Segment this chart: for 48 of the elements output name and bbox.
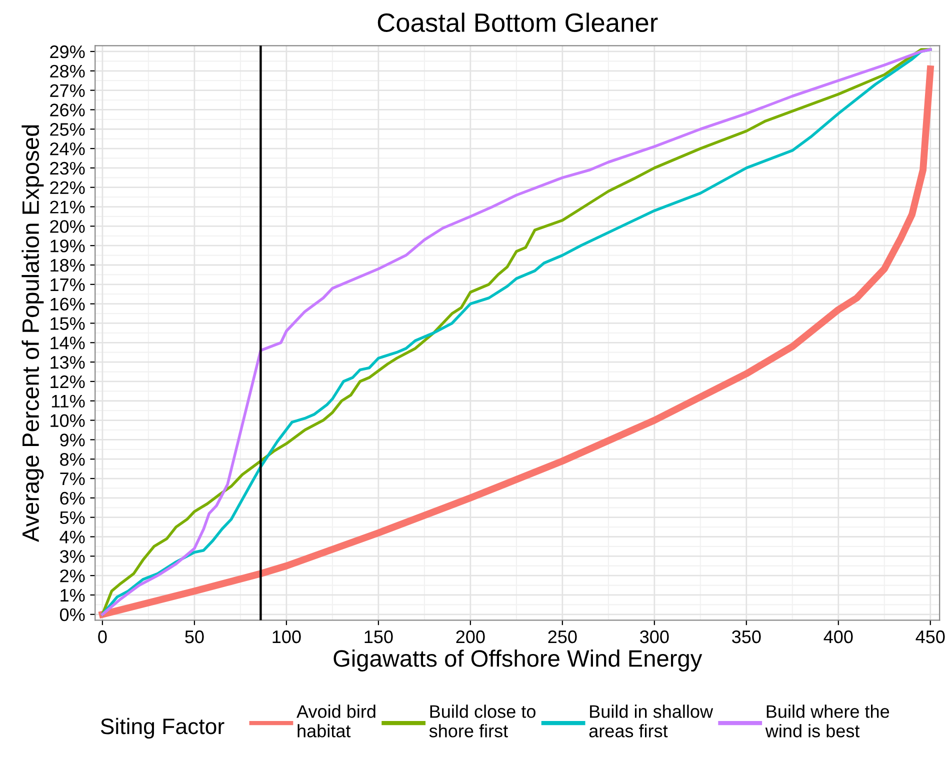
y-tick-label: 13% [50,356,85,369]
legend-label: Build close to shore first [429,704,536,738]
y-tick-label: 27% [50,84,85,97]
y-tick-label: 19% [50,240,85,252]
y-tick-label: 25% [50,123,85,136]
y-tick-label: 20% [50,220,85,233]
y-tick-label: 10% [50,414,85,428]
y-tick-label: 26% [50,104,85,116]
y-tick-label: 6% [60,492,85,505]
y-axis-title: Average Percent of Population Exposed [22,125,44,542]
legend-title: Siting Factor [100,718,224,739]
x-tick-label: 350 [732,630,761,644]
x-tick-label: 50 [185,630,204,644]
y-tick-label: 28% [50,64,85,78]
legend-label: Build in shallow areas first [589,704,714,738]
x-axis-title: Gigawatts of Offshore Wind Energy [334,650,702,672]
y-tick-label: 14% [50,336,85,350]
x-tick-label: 400 [824,630,853,644]
y-tick-label: 5% [60,511,85,524]
x-tick-label: 200 [456,630,485,644]
legend-label: Build where the wind is best [765,704,890,738]
y-tick-label: 17% [50,278,85,292]
y-tick-label: 4% [60,530,85,544]
x-tick-label: 100 [272,630,301,644]
y-tick-label: 7% [60,472,85,486]
y-tick-label: 18% [50,258,85,272]
y-tick-label: 8% [60,453,85,466]
y-tick-label: 2% [60,570,85,582]
y-tick-label: 9% [60,434,85,446]
x-tick-label: 150 [364,630,393,644]
y-tick-label: 21% [50,200,85,214]
y-tick-label: 1% [60,588,85,602]
y-tick-label: 12% [50,375,85,388]
x-tick-label: 250 [548,630,577,644]
chart-title: Coastal Bottom Gleaner [378,12,658,32]
y-tick-label: 11% [52,394,85,408]
x-tick-label: 0 [98,630,107,644]
y-tick-label: 24% [50,142,85,156]
legend-label: Avoid bird habitat [296,704,376,738]
y-tick-label: 0% [60,608,85,622]
y-tick-label: 3% [60,550,85,563]
y-tick-label: 16% [50,298,85,311]
x-tick-label: 450 [916,630,945,644]
y-tick-label: 22% [50,181,85,194]
x-tick-label: 300 [640,630,669,644]
y-tick-label: 29% [50,45,85,58]
y-tick-label: 15% [50,317,85,330]
y-tick-label: 23% [50,162,85,175]
